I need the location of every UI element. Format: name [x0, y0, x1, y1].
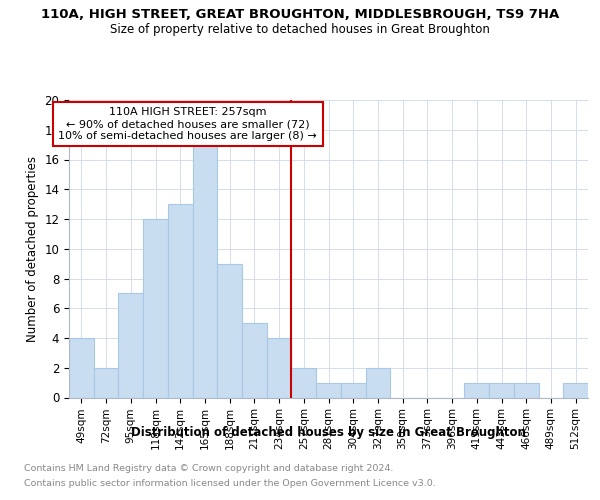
Bar — [168, 204, 193, 398]
Bar — [94, 368, 118, 398]
Text: Contains HM Land Registry data © Crown copyright and database right 2024.: Contains HM Land Registry data © Crown c… — [24, 464, 394, 473]
Bar — [365, 368, 390, 398]
Bar — [69, 338, 94, 398]
Bar — [118, 294, 143, 398]
Bar — [464, 382, 489, 398]
Bar — [514, 382, 539, 398]
Bar — [242, 323, 267, 398]
Bar — [143, 219, 168, 398]
Bar — [292, 368, 316, 398]
Text: 110A, HIGH STREET, GREAT BROUGHTON, MIDDLESBROUGH, TS9 7HA: 110A, HIGH STREET, GREAT BROUGHTON, MIDD… — [41, 8, 559, 20]
Y-axis label: Number of detached properties: Number of detached properties — [26, 156, 39, 342]
Bar — [489, 382, 514, 398]
Bar — [193, 144, 217, 398]
Text: Contains public sector information licensed under the Open Government Licence v3: Contains public sector information licen… — [24, 479, 436, 488]
Text: 110A HIGH STREET: 257sqm
← 90% of detached houses are smaller (72)
10% of semi-d: 110A HIGH STREET: 257sqm ← 90% of detach… — [58, 108, 317, 140]
Text: Distribution of detached houses by size in Great Broughton: Distribution of detached houses by size … — [131, 426, 526, 439]
Text: Size of property relative to detached houses in Great Broughton: Size of property relative to detached ho… — [110, 22, 490, 36]
Bar — [563, 382, 588, 398]
Bar — [267, 338, 292, 398]
Bar — [316, 382, 341, 398]
Bar — [217, 264, 242, 398]
Bar — [341, 382, 365, 398]
